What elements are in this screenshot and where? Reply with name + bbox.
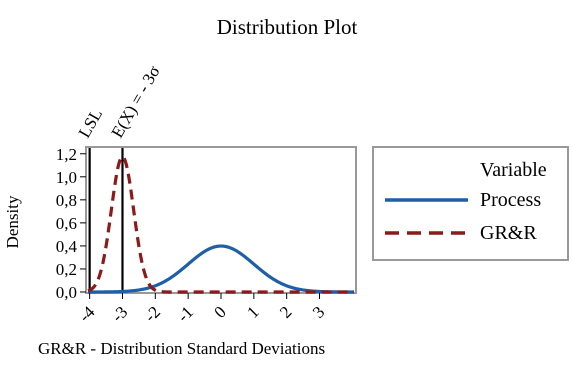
x-tick-label: 2 — [276, 302, 295, 321]
reference-line-label: E(X) = - 3σ — [107, 63, 163, 141]
y-tick-label: 0,6 — [56, 214, 77, 233]
y-tick-label: 1,2 — [56, 145, 77, 164]
y-tick-label: 0,8 — [56, 191, 77, 210]
legend-label: GR&R — [480, 222, 537, 244]
series-line-gr-r — [87, 155, 354, 294]
y-tick-label: 0,0 — [56, 283, 77, 302]
legend: Variable Process GR&R — [372, 146, 569, 261]
x-tick-label: -1 — [174, 302, 197, 325]
x-axis-label: GR&R - Distribution Standard Deviations — [38, 339, 325, 358]
y-tick-label: 1,0 — [56, 168, 77, 187]
y-axis-label: Density — [3, 195, 22, 248]
x-tick-label: -4 — [75, 302, 99, 326]
x-tick-label: 0 — [210, 302, 229, 321]
x-tick-label: 1 — [243, 302, 262, 321]
y-tick-label: 0,2 — [56, 260, 77, 279]
chart-title: Distribution Plot — [217, 15, 358, 39]
y-tick-label: 0,4 — [56, 237, 78, 256]
legend-title: Variable — [480, 159, 547, 181]
x-tick-label: -3 — [108, 302, 131, 325]
legend-box — [372, 146, 569, 261]
series-line-process — [88, 244, 354, 294]
x-tick-label: -2 — [141, 302, 164, 325]
x-tick-label: 3 — [309, 302, 328, 321]
legend-label: Process — [480, 189, 541, 211]
reference-line-label: LSL — [75, 105, 107, 141]
plot-frame — [85, 146, 357, 294]
